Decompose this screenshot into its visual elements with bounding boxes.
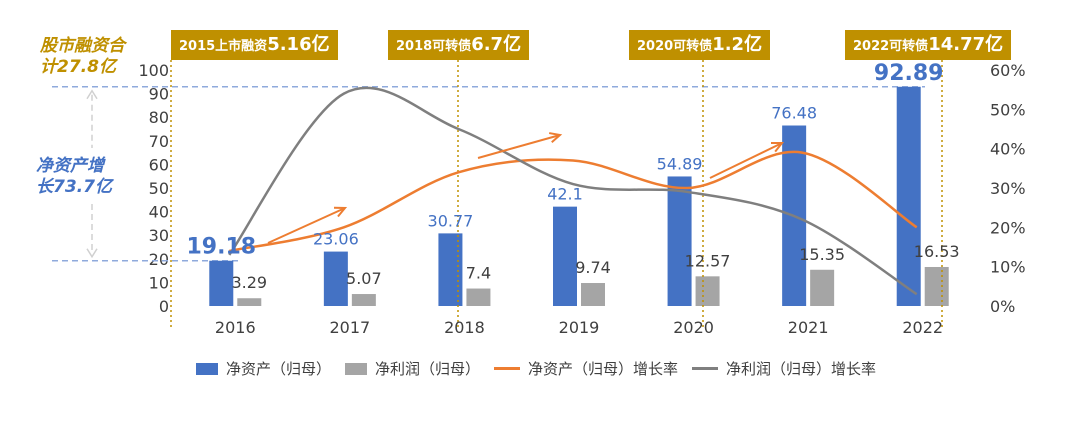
- trend-arrow-head: [333, 206, 348, 218]
- legend-swatch-darkgray: [692, 367, 719, 370]
- legend-swatch-orange: [494, 367, 521, 370]
- annotation-2018-convertible: 2018可转债6.7亿: [388, 30, 530, 60]
- bar-net-profit: [581, 283, 605, 306]
- x-tick-label: 2021: [788, 318, 829, 337]
- annotation-value: 6.7亿: [471, 34, 522, 55]
- legend-label: 净资产（归母）增长率: [528, 360, 679, 378]
- bar-net-assets: [896, 86, 921, 306]
- annotation-2020-convertible: 2020可转债1.2亿: [629, 30, 771, 60]
- net-asset-growth-line1: 净资产增: [36, 156, 104, 176]
- y-right-tick-label: 40%: [990, 140, 1026, 159]
- bar-label-net-assets: 54.89: [657, 154, 703, 173]
- bar-net-profit: [924, 266, 949, 306]
- bar-label-net-assets: 23.06: [313, 230, 359, 249]
- x-tick-label: 2016: [215, 318, 256, 337]
- x-tick-label: 2020: [673, 318, 714, 337]
- legend-label: 净利润（归母）: [375, 360, 481, 378]
- annotation-2022-convertible: 2022可转债14.77亿: [845, 30, 1012, 60]
- bar-label-net-assets: 42.1: [547, 185, 583, 204]
- equity-financing-total-label: 股市融资合 计27.8亿: [40, 36, 125, 78]
- legend-item-net-assets: 净资产（归母）: [196, 358, 331, 379]
- annotation-prefix: 2018可转债: [396, 39, 472, 54]
- y-left-tick-label: 10: [149, 273, 169, 292]
- annotation-value: 5.16亿: [267, 34, 330, 55]
- line-net-assets-growth: [229, 150, 918, 253]
- trend-arrow-head: [770, 141, 785, 153]
- trend-arrow: [709, 142, 783, 179]
- chart-legend: 净资产（归母） 净利润（归母） 净资产（归母）增长率 净利润（归母）增长率: [196, 358, 890, 379]
- bar-label-net-assets: 76.48: [771, 104, 817, 123]
- y-right-tick-label: 30%: [990, 179, 1026, 198]
- y-left-tick-label: 100: [138, 61, 169, 80]
- x-tick-label: 2018: [444, 318, 485, 337]
- legend-swatch-blue: [196, 362, 218, 375]
- y-left-tick-label: 50: [149, 179, 169, 198]
- equity-financing-line2: 计27.8亿: [40, 57, 116, 77]
- legend-item-net-profit: 净利润（归母）: [345, 358, 480, 379]
- trend-arrow-head: [548, 132, 563, 144]
- bar-net-assets: [209, 260, 234, 306]
- annotation-2015-ipo: 2015上市融资5.16亿: [171, 30, 338, 60]
- y-right-tick-label: 60%: [990, 61, 1026, 80]
- legend-item-net-profit-growth: 净利润（归母）增长率: [692, 358, 876, 379]
- bar-label-net-profit: 15.35: [799, 245, 845, 264]
- bar-net-assets: [438, 233, 463, 306]
- x-tick-label: 2019: [559, 318, 600, 337]
- bar-net-profit: [351, 294, 376, 306]
- legend-label: 净利润（归母）增长率: [726, 360, 877, 378]
- y-left-tick-label: 70: [149, 132, 169, 151]
- y-right-tick-label: 10%: [990, 258, 1026, 277]
- y-left-tick-label: 90: [149, 85, 169, 104]
- annotation-prefix: 2022可转债: [853, 39, 929, 54]
- x-tick-label: 2022: [902, 318, 943, 337]
- bar-label-net-profit: 7.4: [466, 264, 491, 283]
- bar-net-profit: [466, 288, 491, 306]
- bar-net-assets: [323, 251, 348, 306]
- bar-net-profit: [695, 276, 720, 306]
- bar-label-net-profit: 16.53: [914, 242, 960, 261]
- legend-item-net-assets-growth: 净资产（归母）增长率: [494, 358, 678, 379]
- annotation-value: 1.2亿: [712, 34, 763, 55]
- bar-net-assets: [553, 206, 577, 306]
- y-right-tick-label: 0%: [990, 297, 1015, 316]
- net-asset-growth-label: 净资产增 长73.7亿: [36, 156, 112, 198]
- legend-swatch-gray: [345, 362, 368, 375]
- annotation-prefix: 2020可转债: [637, 39, 713, 54]
- annotation-prefix: 2015上市融资: [179, 39, 268, 54]
- x-tick-label: 2017: [329, 318, 370, 337]
- bar-net-assets: [667, 176, 692, 306]
- y-right-tick-label: 50%: [990, 100, 1026, 119]
- growth-arrow-head-down: [86, 248, 98, 259]
- bar-net-profit: [237, 298, 262, 306]
- equity-financing-line1: 股市融资合: [40, 36, 125, 56]
- trend-arrow: [267, 207, 346, 244]
- growth-arrow-head-up: [86, 89, 98, 100]
- annotation-value: 14.77亿: [928, 34, 1004, 55]
- bar-net-profit: [810, 269, 835, 306]
- legend-label: 净资产（归母）: [226, 360, 332, 378]
- bar-label-net-profit: 5.07: [346, 269, 382, 288]
- y-left-tick-label: 0: [159, 297, 169, 316]
- y-left-tick-label: 80: [149, 108, 169, 127]
- y-left-tick-label: 40: [149, 203, 169, 222]
- bar-label-net-assets: 30.77: [428, 211, 474, 230]
- y-left-tick-label: 60: [149, 155, 169, 174]
- bar-label-net-profit: 3.29: [231, 273, 267, 292]
- y-left-tick-label: 30: [149, 226, 169, 245]
- bar-label-net-assets: 19.18: [186, 235, 256, 260]
- y-right-tick-label: 20%: [990, 218, 1026, 237]
- bar-label-net-profit: 12.57: [685, 251, 731, 270]
- bar-label-net-profit: 9.74: [575, 258, 611, 277]
- y-left-tick-label: 20: [149, 250, 169, 269]
- bar-label-net-assets: 92.89: [874, 61, 944, 86]
- trend-arrow: [477, 134, 561, 159]
- net-asset-growth-line2: 长73.7亿: [36, 177, 112, 197]
- line-net-profit-growth: [228, 86, 918, 296]
